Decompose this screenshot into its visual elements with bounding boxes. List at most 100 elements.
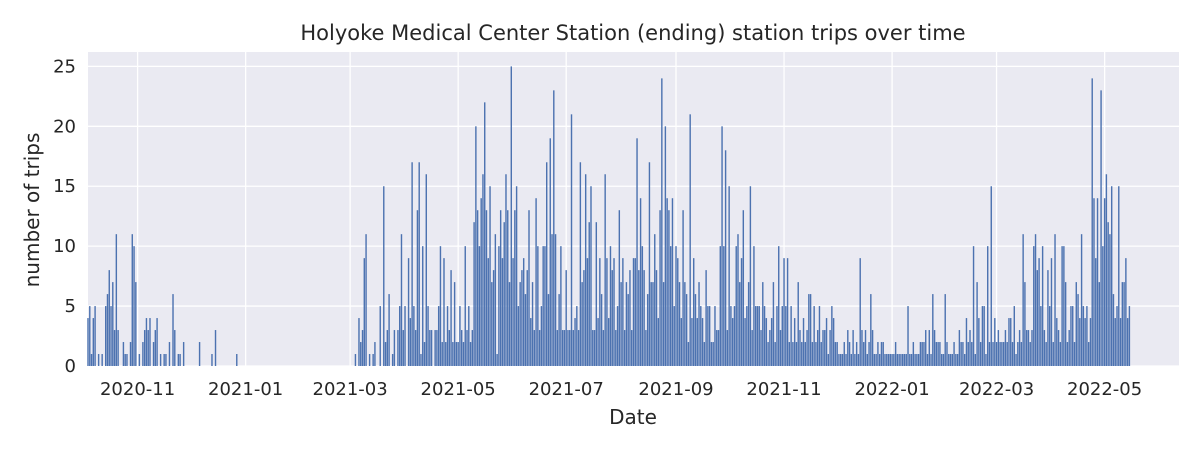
bar [701,318,704,366]
bar [505,174,507,366]
bar [609,246,612,366]
bar [544,246,546,366]
bar [430,330,433,366]
chart-title: Holyoke Medical Center Station (ending) … [300,21,965,45]
bar [1034,234,1037,366]
bar [1040,306,1042,366]
bar [783,258,785,366]
bar [400,234,403,366]
bar [501,258,504,366]
bar [967,342,969,366]
bar [669,246,672,366]
bar [808,294,810,366]
bar [494,234,497,366]
bar [717,330,720,366]
bar [425,174,427,366]
bar [538,330,541,366]
bar [678,282,681,366]
bar [1033,246,1035,366]
bar [639,198,642,366]
bar [744,318,746,366]
bar [592,330,594,366]
bar [829,330,831,366]
bar [1086,306,1088,366]
bar [105,306,107,366]
bar [625,282,628,366]
bar [981,306,984,366]
bar [1072,306,1074,366]
bar [360,342,362,366]
bar [622,258,624,366]
bar [863,342,865,366]
bar [429,330,431,366]
bar [597,318,599,366]
bar [1059,342,1062,366]
bar [551,234,553,366]
bar [671,198,674,366]
bar [547,294,550,366]
bar [746,306,748,366]
bar [790,306,792,366]
bar [896,354,899,366]
x-axis-title: Date [609,405,657,429]
bar [471,330,474,366]
bar [165,354,167,366]
bar [815,342,817,366]
bar [933,330,936,366]
bar [958,330,961,366]
bar [528,210,530,366]
bar [89,306,91,366]
bar [147,330,149,366]
bar [399,306,401,366]
bar [898,354,900,366]
bar [1064,282,1067,366]
bar [452,342,454,366]
bar [903,354,906,366]
bar [487,258,489,366]
bar [880,342,883,366]
bar [414,330,417,366]
bar [827,354,830,366]
bar [719,246,721,366]
bar [1011,342,1014,366]
bar [878,354,881,366]
bar [939,342,941,366]
bar [1112,294,1115,366]
bar [533,330,536,366]
x-tick-label: 2022-03 [959,379,1034,400]
bar [756,306,759,366]
bar [708,306,711,366]
y-tick-label: 15 [53,176,76,197]
bar [926,354,929,366]
bar [115,234,118,366]
bar [1125,258,1127,366]
x-tick-label: 2021-09 [638,379,713,400]
bar [710,342,713,366]
bar [1077,294,1079,366]
bar [113,330,116,366]
bar [749,186,752,366]
bar [868,342,870,366]
bar [443,258,445,366]
bar [372,354,374,366]
bar [549,138,551,366]
bar [778,246,780,366]
bar [583,270,585,366]
bar [510,66,513,366]
bar [668,210,670,366]
bar [754,306,757,366]
bar [1008,318,1010,366]
bar [887,354,890,366]
bar [705,270,707,366]
bar [990,186,992,366]
bar [641,246,644,366]
bar [491,282,493,366]
bar [475,126,477,366]
bar [152,342,155,366]
bar [391,354,394,366]
bar [174,330,176,366]
bar [907,306,909,366]
bar [476,210,479,366]
bar [590,186,592,366]
bar [813,306,815,366]
